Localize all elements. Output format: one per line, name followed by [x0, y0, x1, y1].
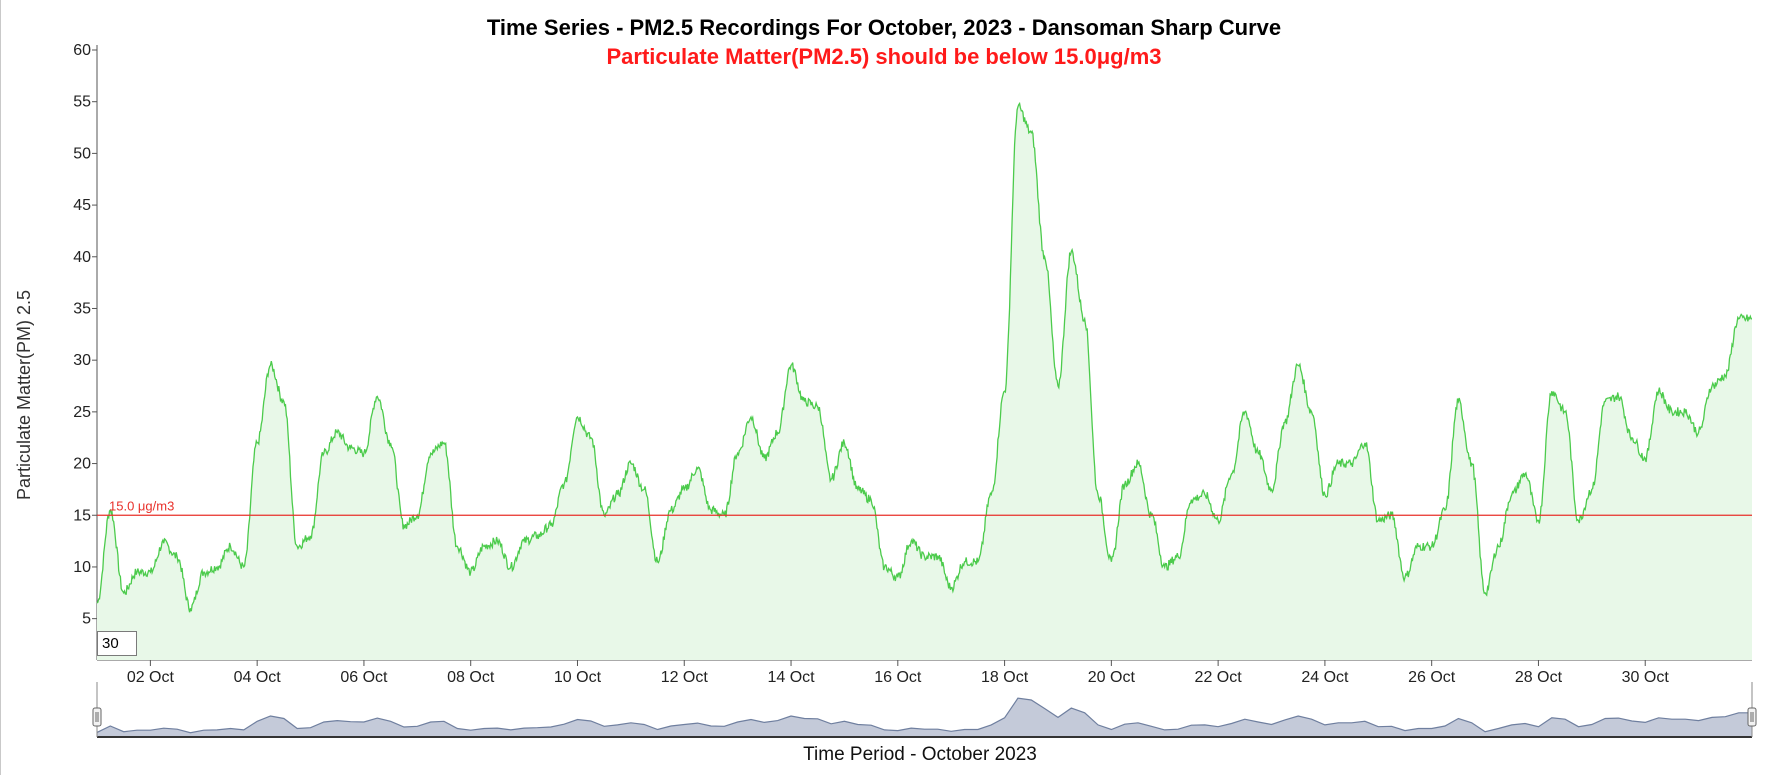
threshold-label: 15.0 μg/m3: [109, 498, 174, 513]
x-tick-label: 10 Oct: [554, 669, 602, 686]
y-tick-label: 55: [73, 94, 91, 111]
x-tick-label: 14 Oct: [767, 669, 815, 686]
x-tick-label: 20 Oct: [1088, 669, 1136, 686]
navigator-area: [97, 698, 1752, 737]
y-tick-label: 20: [73, 456, 91, 473]
series-line[interactable]: [96, 101, 1752, 613]
x-tick-label: 22 Oct: [1195, 669, 1243, 686]
y-tick-label: 10: [73, 559, 91, 576]
frame-edge: [0, 0, 1, 775]
navigator-handle-right[interactable]: [1747, 707, 1757, 727]
y-tick-label: 15: [73, 507, 91, 524]
chart-title: Time Series - PM2.5 Recordings For Octob…: [487, 15, 1281, 40]
chart-subtitle: Particulate Matter(PM2.5) should be belo…: [606, 44, 1161, 69]
rolling-window-input[interactable]: 30: [97, 631, 137, 656]
y-tick-label: 25: [73, 404, 91, 421]
x-tick-label: 06 Oct: [340, 669, 388, 686]
y-tick-label: 45: [73, 197, 91, 214]
x-tick-label: 28 Oct: [1515, 669, 1563, 686]
x-tick-label: 08 Oct: [447, 669, 495, 686]
plot-area[interactable]: 5 10 15 20 25 30 35 40 45 50 55 60 02 Oct 04 Oct 06 Oc…: [73, 42, 1752, 686]
navigator[interactable]: [92, 682, 1757, 738]
x-tick-label: 02 Oct: [127, 669, 175, 686]
navigator-line: [96, 697, 1752, 734]
x-tick-label: 26 Oct: [1408, 669, 1456, 686]
y-tick-label: 30: [73, 352, 91, 369]
y-axis-title: Particulate Matter(PM) 2.5: [14, 290, 34, 500]
y-tick-label: 35: [73, 300, 91, 317]
navigator-handle-left[interactable]: [92, 707, 102, 727]
series-area: [97, 103, 1752, 660]
x-tick-label: 04 Oct: [234, 669, 282, 686]
x-tick-label: 24 Oct: [1301, 669, 1349, 686]
x-tick-label: 12 Oct: [661, 669, 709, 686]
y-tick-label: 5: [82, 611, 91, 628]
x-tick-label: 18 Oct: [981, 669, 1029, 686]
y-tick-label: 40: [73, 249, 91, 266]
y-tick-label: 50: [73, 145, 91, 162]
y-tick-label: 60: [73, 42, 91, 59]
x-tick-label: 30 Oct: [1622, 669, 1670, 686]
x-axis-title: Time Period - October 2023: [803, 744, 1037, 765]
x-tick-label: 16 Oct: [874, 669, 922, 686]
